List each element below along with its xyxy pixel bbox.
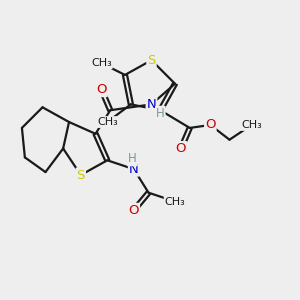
- Text: O: O: [129, 204, 139, 217]
- Text: CH₃: CH₃: [165, 196, 185, 206]
- Text: O: O: [205, 118, 216, 131]
- Text: CH₃: CH₃: [241, 120, 262, 130]
- Text: O: O: [96, 83, 107, 96]
- Text: H: H: [128, 152, 137, 165]
- Text: H: H: [156, 107, 165, 120]
- Text: S: S: [147, 54, 156, 67]
- Text: S: S: [76, 169, 85, 182]
- Text: O: O: [176, 142, 186, 155]
- Text: N: N: [147, 98, 156, 111]
- Text: N: N: [129, 163, 139, 176]
- Text: CH₃: CH₃: [91, 58, 112, 68]
- Text: CH₃: CH₃: [97, 117, 118, 127]
